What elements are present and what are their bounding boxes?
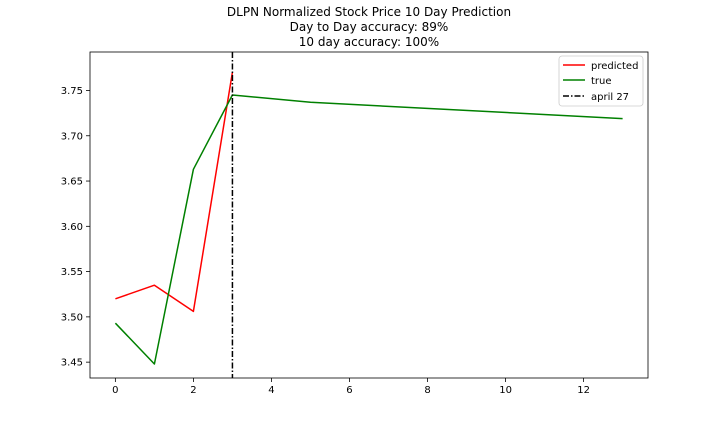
plot-frame (89, 51, 649, 379)
legend-label-predicted: predicted (591, 61, 638, 72)
x-axis-ticks: 0 2 4 6 8 10 12 (112, 378, 590, 396)
chart-title-line-3: 10 day accuracy: 100% (299, 35, 439, 49)
x-tick-label: 0 (112, 385, 118, 396)
y-tick-label: 3.45 (61, 358, 83, 369)
y-tick-label: 3.65 (61, 177, 83, 188)
y-tick-label: 3.75 (61, 86, 83, 97)
x-tick-label: 10 (499, 385, 512, 396)
x-tick-label: 2 (190, 385, 196, 396)
chart-title: DLPN Normalized Stock Price 10 Day Predi… (227, 5, 511, 49)
y-tick-label: 3.60 (61, 222, 83, 233)
y-tick-label: 3.50 (61, 312, 83, 323)
y-axis-ticks: 3.45 3.50 3.55 3.60 3.65 3.70 3.75 (61, 86, 90, 369)
x-tick-label: 6 (346, 385, 352, 396)
legend-label-true: true (591, 76, 612, 87)
series-line-predicted (115, 72, 234, 313)
x-tick-label: 12 (577, 385, 590, 396)
legend-label-april-27: april 27 (591, 92, 629, 103)
x-tick-label: 8 (424, 385, 430, 396)
y-tick-label: 3.70 (61, 131, 83, 142)
legend-box (558, 55, 644, 107)
series-line-true (114, 94, 623, 365)
y-tick-label: 3.55 (61, 267, 83, 278)
chart-title-line-2: Day to Day accuracy: 89% (290, 20, 449, 34)
chart-title-line-1: DLPN Normalized Stock Price 10 Day Predi… (227, 5, 511, 19)
series-layer (114, 72, 623, 365)
x-tick-label: 4 (268, 385, 274, 396)
legend: predicted true april 27 (558, 55, 644, 107)
